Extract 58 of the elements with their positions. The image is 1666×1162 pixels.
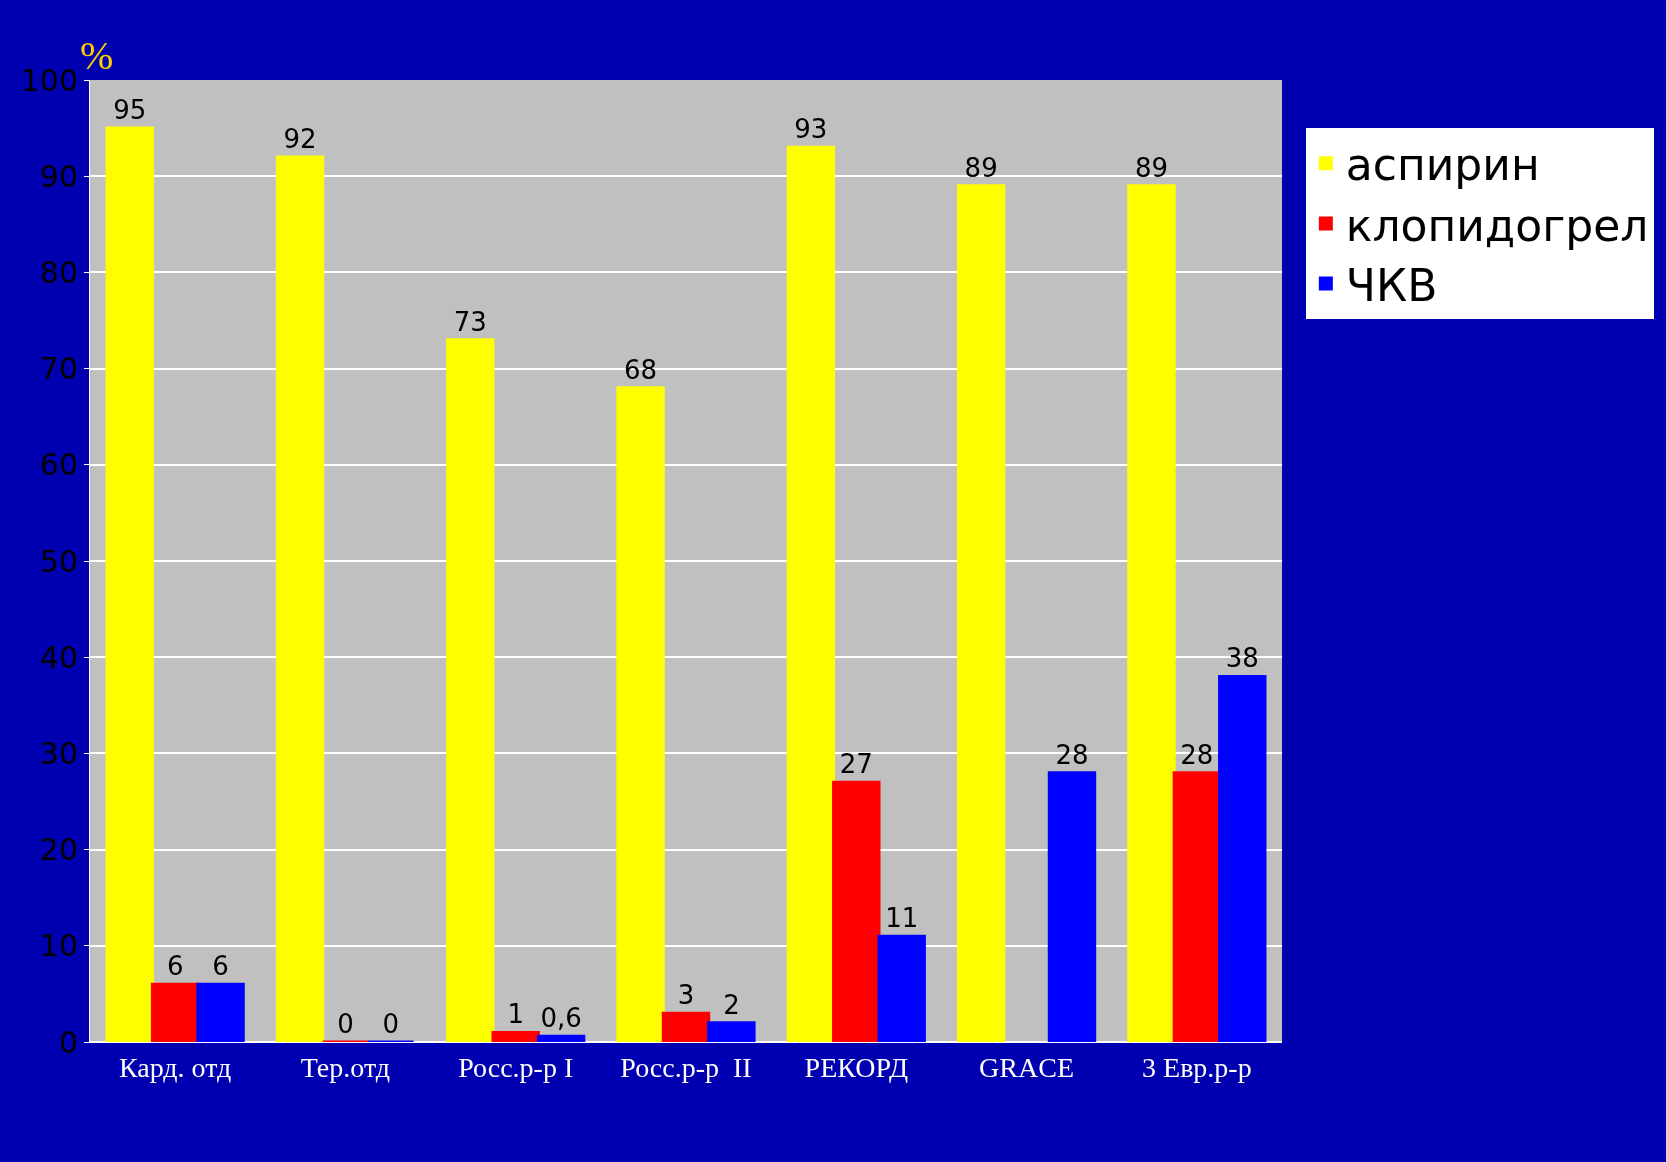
data-label: 89 (964, 152, 998, 183)
y-tick-label: 80 (39, 254, 78, 290)
data-label: 6 (212, 951, 229, 982)
bar (786, 145, 836, 1042)
legend-label: клопидогрел (1345, 199, 1649, 251)
x-tick-label: Росс.р-р II (620, 1051, 752, 1083)
data-label: 6 (166, 951, 184, 982)
data-label: 28 (1055, 739, 1089, 770)
data-label: 93 (794, 114, 828, 145)
legend-label: ЧКВ (1345, 259, 1438, 311)
bar (196, 982, 245, 1042)
data-label: 0,6 (540, 1003, 582, 1034)
data-label: 95 (113, 95, 147, 126)
x-tick-label: 3 Евр.р-р (1142, 1051, 1252, 1083)
data-label: 68 (624, 354, 658, 385)
y-tick-label: 70 (39, 351, 78, 387)
bar (275, 155, 325, 1042)
bar (1127, 184, 1176, 1042)
legend-label: аспирин (1345, 139, 1540, 191)
data-label: 3 (677, 980, 695, 1011)
data-label: 89 (1134, 152, 1168, 183)
data-label: 27 (839, 749, 873, 780)
data-label: 28 (1180, 739, 1214, 770)
data-label: 0 (337, 1009, 354, 1039)
bar (491, 1030, 540, 1042)
y-tick-label: 50 (39, 543, 78, 579)
y-tick-label: 10 (39, 928, 78, 964)
bar (105, 126, 154, 1042)
bar (956, 184, 1006, 1042)
bar (1047, 771, 1097, 1042)
bar (832, 780, 881, 1042)
y-tick-label: 100 (20, 62, 78, 98)
bar (661, 1011, 711, 1042)
x-tick-label: Кард. отд (118, 1051, 232, 1083)
y-tick-label: 60 (39, 447, 78, 483)
data-label: 73 (453, 306, 487, 337)
data-label: 11 (885, 903, 919, 934)
data-label: 38 (1225, 643, 1259, 674)
bar (1218, 674, 1267, 1042)
x-tick-label: Тер.отд (300, 1051, 391, 1083)
bar (616, 386, 665, 1042)
bar (446, 338, 495, 1042)
x-tick-label: РЕКОРД (804, 1051, 909, 1083)
bar (707, 1021, 756, 1042)
data-label: 1 (507, 999, 524, 1030)
x-tick-label: GRACE (979, 1051, 1075, 1083)
bar (536, 1034, 586, 1042)
y-tick-label: 20 (39, 832, 78, 868)
y-tick-label: 0 (58, 1024, 78, 1060)
x-tick-label: Росс.р-р I (458, 1051, 574, 1083)
data-label: 2 (723, 989, 740, 1020)
data-label: 0 (382, 1009, 400, 1039)
y-tick-label: 30 (39, 735, 78, 771)
y-tick-label: 90 (39, 158, 78, 194)
y-tick-label: 40 (39, 639, 78, 675)
bar (877, 934, 926, 1042)
y-axis-title: % (80, 33, 114, 78)
data-label: 92 (283, 123, 317, 154)
